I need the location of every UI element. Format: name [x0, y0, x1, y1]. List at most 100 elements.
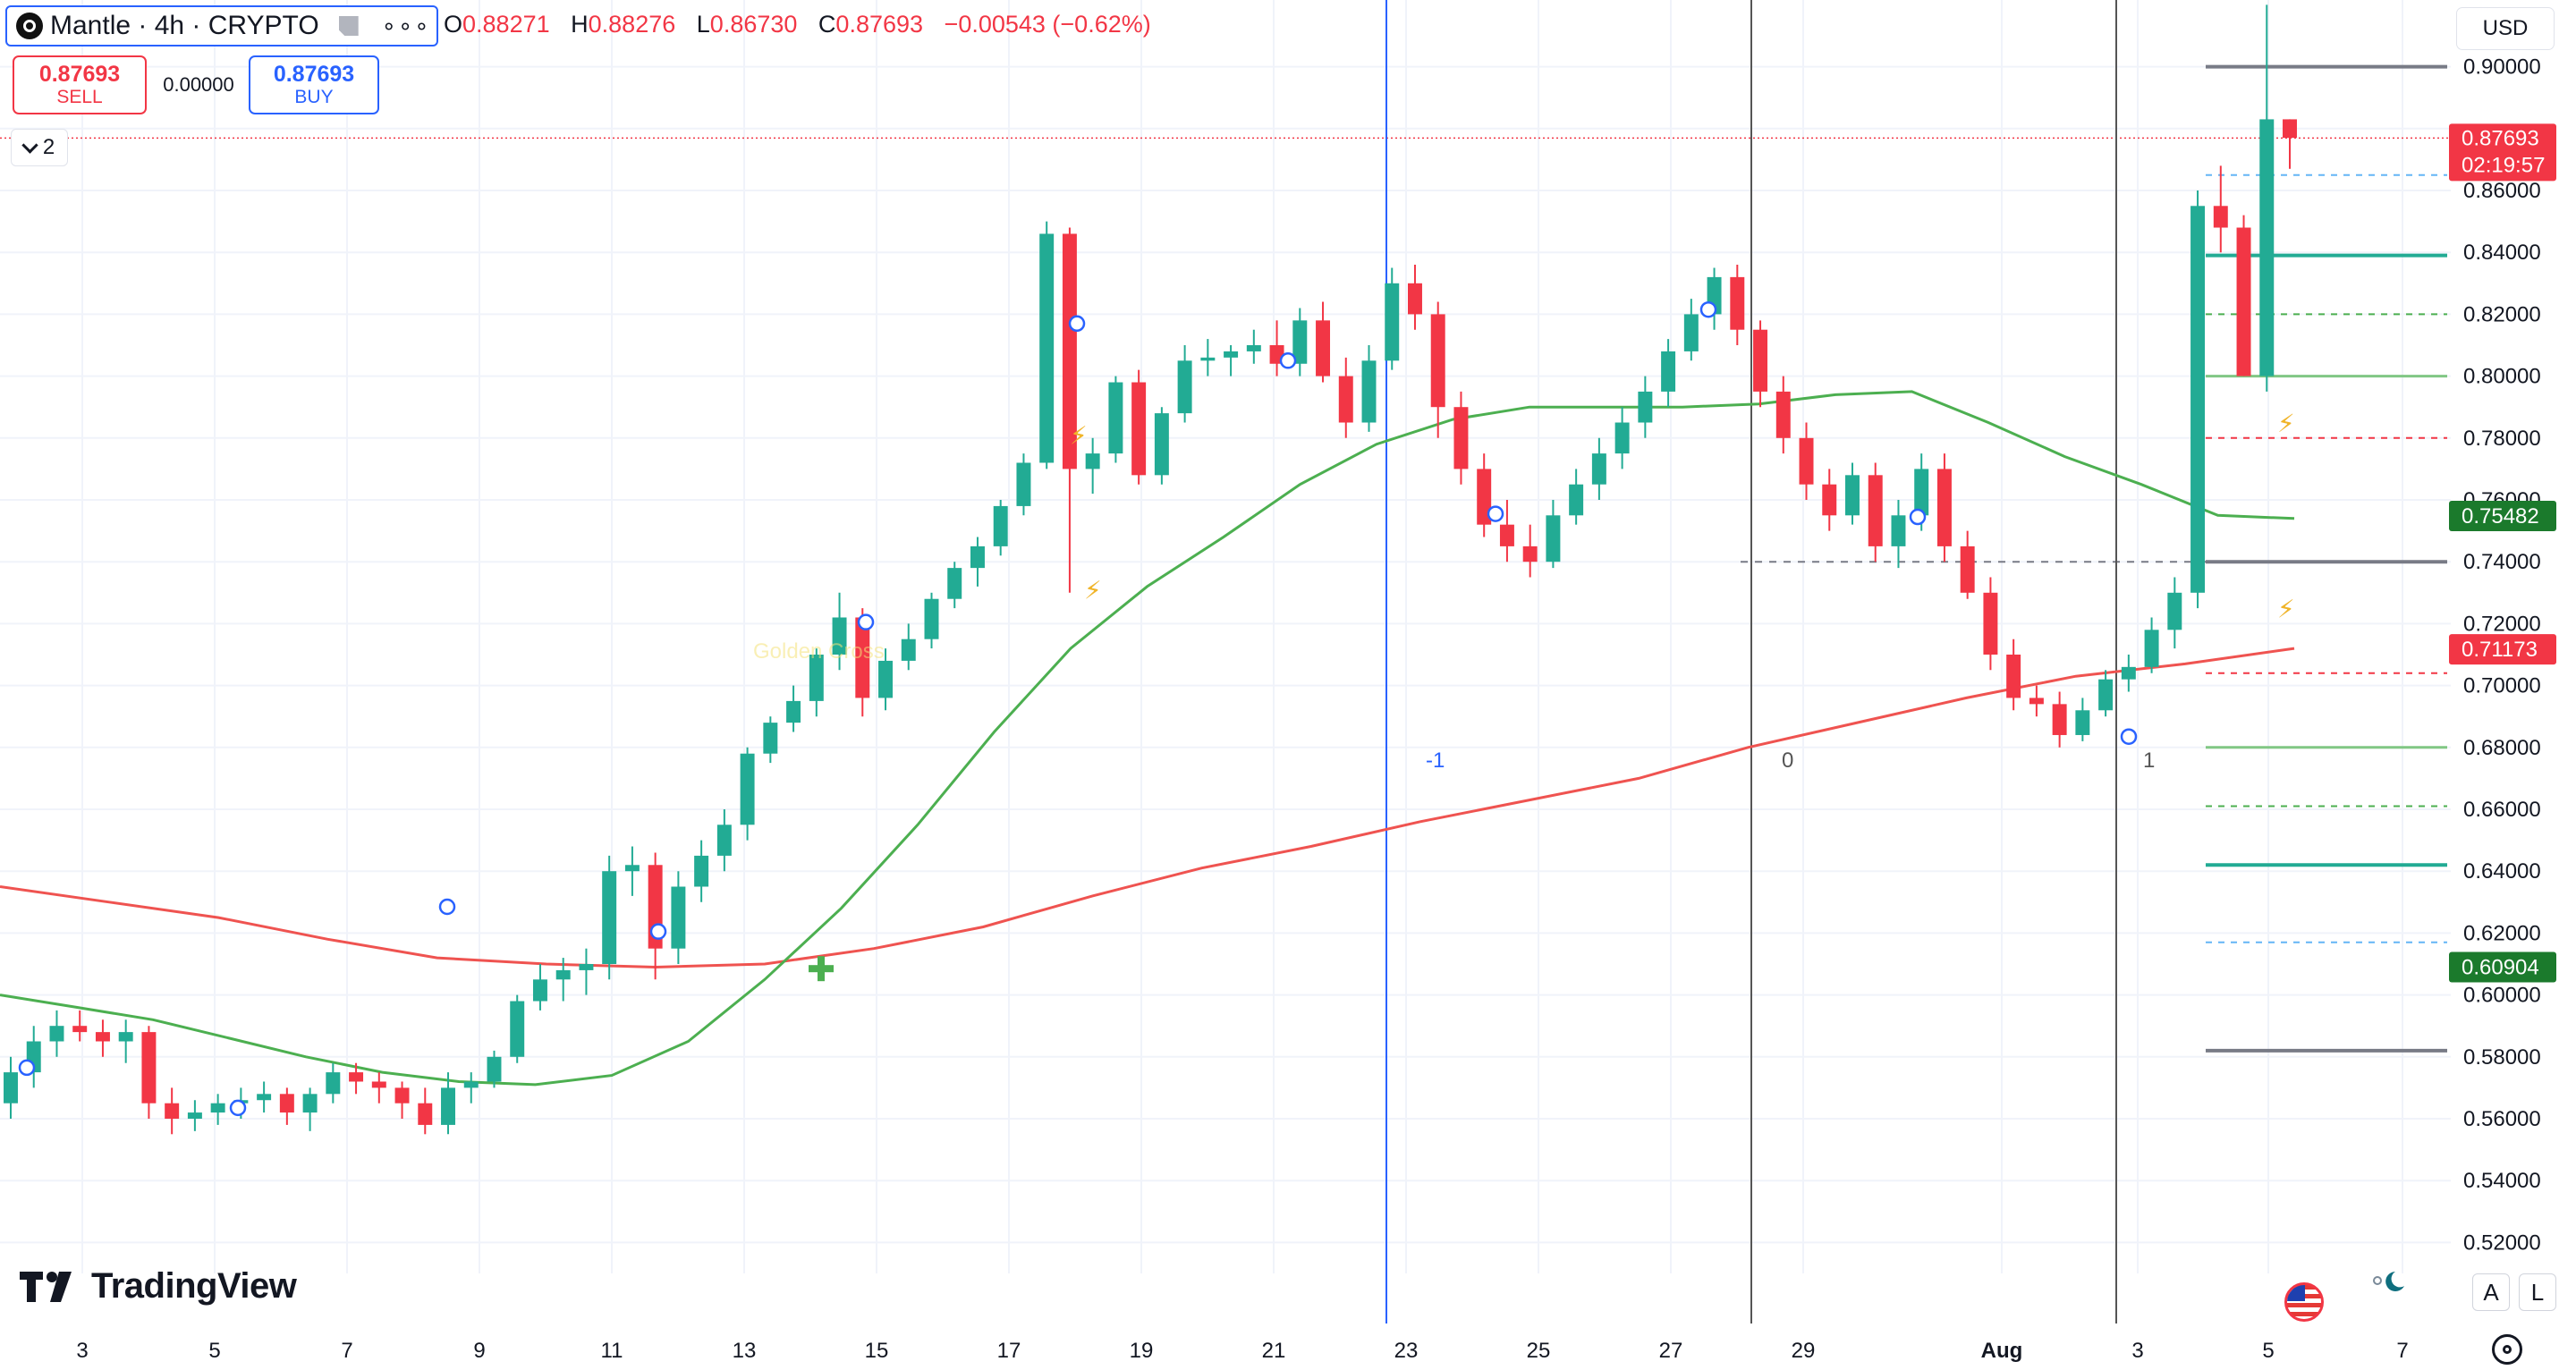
candle-body: [1638, 391, 1653, 423]
brand-name: TradingView: [91, 1266, 297, 1306]
candle-body: [4, 1072, 18, 1104]
candles: [4, 4, 2297, 1135]
time-tick: 9: [473, 1339, 485, 1363]
candle-body: [72, 1026, 88, 1033]
candle-body: [1292, 320, 1308, 364]
candle-body: [326, 1072, 341, 1095]
candle-body: [1062, 233, 1077, 469]
candle-body: [1200, 357, 1216, 361]
lightning-icon: ⚡: [2277, 409, 2295, 438]
last-price-tag: 0.87693: [2462, 126, 2539, 150]
more-options-icon[interactable]: ∘∘∘: [381, 12, 431, 39]
time-tick: 19: [1130, 1339, 1154, 1363]
candle-body: [1522, 545, 1538, 562]
tradingview-logo[interactable]: TradingView: [20, 1266, 297, 1307]
signal-dot-icon: [1068, 315, 1086, 333]
candle-body: [1453, 407, 1469, 469]
candle-body: [624, 865, 640, 872]
signal-dot-icon: [229, 1099, 247, 1117]
candle-body: [1914, 469, 1929, 516]
time-tick: 3: [76, 1339, 88, 1363]
price-tick: 0.72000: [2463, 612, 2541, 636]
candle-body: [2283, 119, 2297, 139]
buy-label: BUY: [294, 87, 334, 107]
time-axis: 3 5 7 9 11 13 15 17 19 21 23 25 27 29 Aug 3 5 7: [76, 1339, 2408, 1363]
flag-icon[interactable]: [338, 16, 359, 36]
candle-body: [1799, 437, 1814, 485]
price-tick: 0.70000: [2463, 674, 2541, 698]
chart-marks: ⚡ ⚡ ⚡ ⚡: [18, 300, 2295, 1117]
indicators-toggle-button[interactable]: 2: [11, 129, 68, 166]
price-tick: 0.68000: [2463, 736, 2541, 760]
candle-body: [901, 638, 916, 661]
high-value: 0.88276: [588, 11, 676, 38]
candle-body: [2144, 630, 2159, 667]
log-scale-button[interactable]: L: [2519, 1273, 2556, 1311]
time-tick: 7: [341, 1339, 352, 1363]
price-tick: 0.64000: [2463, 859, 2541, 884]
time-tick: 23: [1394, 1339, 1419, 1363]
time-tick: 5: [208, 1339, 220, 1363]
candle-body: [1085, 453, 1100, 469]
change-value: −0.00543 (−0.62%): [944, 11, 1151, 38]
open-label: O: [444, 11, 463, 38]
candle-body: [694, 855, 709, 887]
time-tick: 17: [997, 1339, 1021, 1363]
candle-body: [1775, 391, 1791, 438]
candle-body: [1108, 382, 1123, 454]
price-tick: 0.58000: [2463, 1045, 2541, 1070]
time-tick: 11: [601, 1339, 623, 1363]
cycle-mark-1: 1: [2143, 748, 2155, 773]
candle-body: [49, 1026, 64, 1042]
golden-cross-label: Golden Cross: [753, 639, 885, 664]
level-lines: [1741, 64, 2447, 1053]
candle-body: [118, 1032, 133, 1042]
signal-dot-icon: [857, 613, 875, 630]
candle-body: [1408, 283, 1422, 315]
candle-body: [487, 1056, 502, 1082]
candle-body: [2121, 666, 2136, 680]
tradingview-logo-icon: [20, 1271, 72, 1302]
candle-body: [671, 886, 686, 949]
candle-body: [1546, 515, 1561, 562]
candle-body: [1936, 469, 1952, 546]
price-tick: 0.56000: [2463, 1107, 2541, 1131]
candle-body: [947, 568, 962, 599]
level-low-tag: 0.60904: [2462, 955, 2539, 979]
price-tick: 0.84000: [2463, 241, 2541, 265]
signal-dot-icon: [2120, 728, 2138, 745]
candle-body: [740, 753, 755, 825]
candle-body: [1868, 475, 1883, 546]
auto-scale-button[interactable]: A: [2472, 1273, 2510, 1311]
us-flag-icon[interactable]: [2284, 1282, 2324, 1322]
candle-body: [418, 1103, 433, 1125]
candle-body: [2236, 227, 2251, 376]
low-label: L: [696, 11, 710, 38]
candle-body: [2190, 206, 2206, 593]
candle-body: [1246, 345, 1261, 351]
candle-body: [2029, 698, 2044, 705]
candle-body: [1499, 524, 1514, 546]
candle-body: [2006, 655, 2021, 698]
time-tick: 13: [733, 1339, 757, 1363]
lightning-icon: ⚡: [1084, 576, 1102, 605]
candle-body: [1361, 360, 1377, 423]
moon-sun-icon[interactable]: [2370, 1268, 2406, 1295]
sell-label: SELL: [56, 87, 103, 107]
candle-body: [1385, 283, 1400, 361]
candle-body: [302, 1094, 318, 1113]
symbol-selector[interactable]: Mantle · 4h · CRYPTO ∘∘∘: [5, 5, 438, 47]
currency-selector[interactable]: USD: [2456, 7, 2555, 50]
gear-icon[interactable]: [2492, 1334, 2522, 1365]
signal-dot-icon: [1487, 505, 1504, 522]
price-tags: 0.87693 02:19:57 0.75482 0.71173 0.60904: [2449, 123, 2556, 983]
cycle-lines: [1385, 0, 2117, 1323]
candle-body: [1730, 276, 1745, 330]
buy-button[interactable]: 0.87693 BUY: [249, 55, 379, 114]
close-label: C: [818, 11, 836, 38]
price-tick: 0.52000: [2463, 1230, 2541, 1255]
candle-body: [1822, 484, 1837, 516]
sell-button[interactable]: 0.87693 SELL: [13, 55, 147, 114]
candle-body: [1891, 515, 1906, 546]
